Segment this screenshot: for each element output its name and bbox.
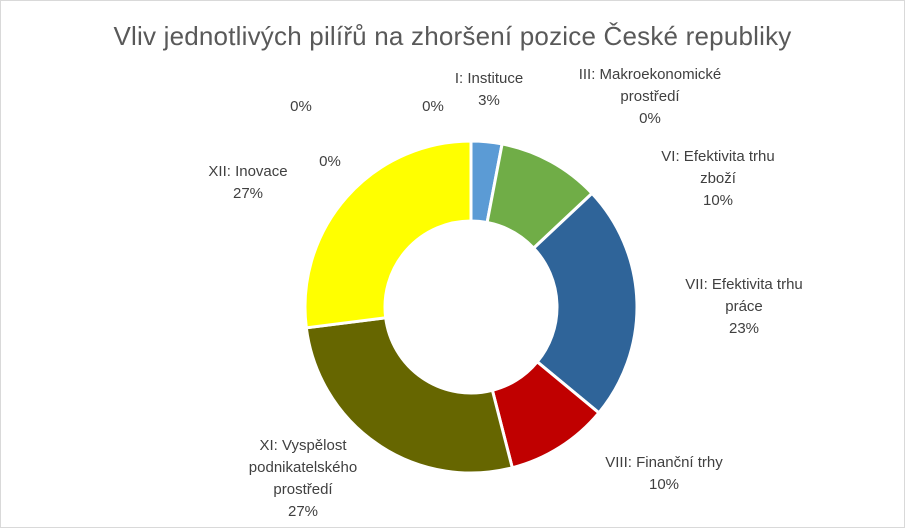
label-instituce: I: Instituce 3% [455,68,523,112]
label-inovace: XII: Inovace 27% [208,161,287,205]
label-zbozi: VI: Efektivita trhu zboží 10% [661,146,774,212]
label-financni-name: VIII: Finanční trhy [605,454,723,471]
label-inovace-name: XII: Inovace [208,163,288,180]
donut-slice-4 [531,191,639,415]
label-makro-pct: 0% [639,110,661,127]
donut-slice-6 [304,316,515,475]
label-financni-pct: 10% [648,476,680,493]
label-prace: VII: Efektivita trhu práce 23% [685,274,803,340]
label-zero-inner: 0% [319,151,341,173]
label-zero-left: 0% [290,96,312,118]
label-zero-inner-pct: 0% [319,153,341,170]
chart-title: Vliv jednotlivých pilířů na zhoršení poz… [113,21,792,51]
label-vyspelost: XI: Vyspělost podnikatelského prostředí … [249,435,357,523]
label-zbozi-pct: 10% [702,192,734,209]
label-vyspelost-pct: 27% [287,503,319,520]
label-zbozi-name-2: zboží [700,170,736,187]
label-vyspelost-name: XI: Vyspělost [259,437,347,454]
label-prace-pct: 23% [728,320,760,337]
label-zero-left-pct: 0% [290,98,312,115]
donut-slice-7 [303,139,473,330]
label-makro-name: III: Makroekonomické [578,66,722,83]
label-zbozi-name: VI: Efektivita trhu [661,148,775,165]
label-zero-middle-pct: 0% [422,98,444,115]
label-prace-name: VII: Efektivita trhu [685,276,803,293]
label-inovace-pct: 27% [232,185,264,202]
label-instituce-name: I: Instituce [454,70,524,87]
label-instituce-pct: 3% [478,92,500,109]
label-financni: VIII: Finanční trhy 10% [605,452,723,496]
label-vyspelost-name-3: prostředí [273,481,333,498]
label-prace-name-2: práce [725,298,763,315]
label-makro: III: Makroekonomické prostředí 0% [579,64,722,130]
label-vyspelost-name-2: podnikatelského [248,459,358,476]
label-makro-name-2: prostředí [620,88,680,105]
label-zero-middle: 0% [422,96,444,118]
